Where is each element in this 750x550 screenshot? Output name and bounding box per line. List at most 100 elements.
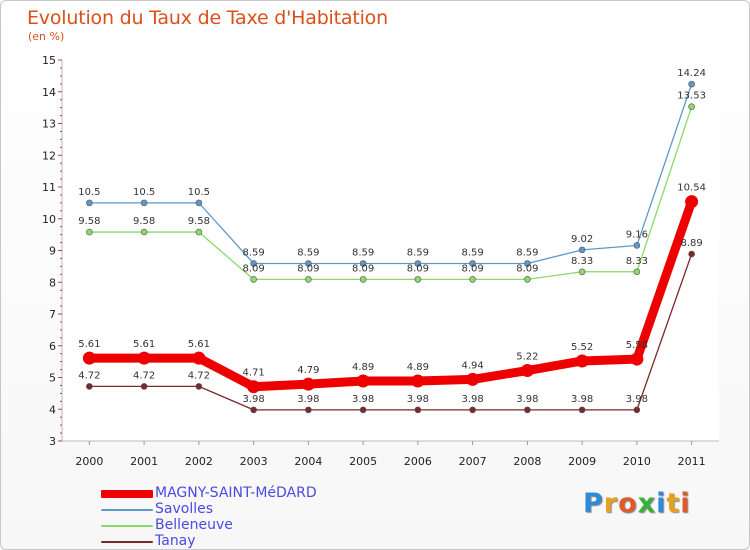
logo-letter: o	[618, 488, 638, 519]
data-label: 3.98	[297, 394, 319, 405]
data-label: 13.53	[677, 91, 706, 102]
data-label: 10.54	[677, 183, 706, 194]
data-label: 8.59	[407, 248, 429, 259]
data-label: 5.61	[78, 339, 100, 350]
y-tick-label: 8	[49, 276, 56, 289]
series-point-3	[578, 406, 586, 414]
data-label: 3.98	[407, 394, 429, 405]
logo-letter: P	[583, 488, 604, 519]
data-label: 5.52	[571, 342, 593, 353]
logo-letter: i	[656, 488, 667, 519]
series-point-1	[524, 260, 531, 267]
series-point-0	[630, 352, 644, 366]
series-point-1	[140, 199, 148, 207]
series-point-2	[195, 228, 203, 236]
series-point-3	[140, 383, 148, 390]
x-tick-label: 2005	[349, 455, 377, 468]
series-point-1	[359, 260, 367, 267]
data-label: 3.98	[461, 394, 483, 405]
series-point-3	[414, 406, 422, 414]
data-label: 9.58	[78, 216, 100, 227]
data-label: 8.09	[407, 263, 429, 274]
series-point-2	[578, 268, 586, 276]
series-line-3	[88, 253, 693, 411]
y-tick-label: 7	[49, 308, 56, 321]
legend-swatch	[101, 541, 153, 543]
y-tick-label: 9	[49, 245, 56, 258]
data-label: 3.98	[626, 394, 648, 405]
series-line-0	[84, 197, 697, 392]
data-label: 8.33	[626, 256, 648, 267]
y-tick-label: 10	[42, 213, 56, 226]
data-label: 4.71	[242, 368, 264, 379]
series-point-1	[414, 260, 422, 267]
series-point-1	[633, 242, 641, 249]
legend-label: MAGNY-SAINT-MéDARD	[155, 485, 317, 501]
data-label: 14.24	[677, 68, 706, 79]
series-point-2	[469, 276, 476, 283]
data-label: 9.16	[626, 229, 648, 240]
legend-swatch	[101, 525, 153, 527]
series-point-0	[520, 364, 534, 378]
series-point-0	[575, 354, 589, 368]
series-point-2	[140, 228, 148, 236]
x-tick-label: 2011	[678, 455, 706, 468]
series-point-2	[524, 276, 531, 283]
data-label: 8.09	[516, 263, 538, 274]
data-label: 5.22	[516, 352, 538, 363]
data-label: 4.89	[352, 362, 374, 373]
data-label: 8.59	[242, 248, 264, 259]
series-point-1	[688, 80, 695, 88]
series-point-0	[192, 351, 206, 365]
series-point-3	[305, 406, 312, 414]
series-point-3	[688, 250, 695, 258]
data-label: 4.89	[407, 362, 429, 373]
y-tick-label: 4	[49, 403, 56, 416]
x-tick-label: 2002	[185, 455, 213, 468]
data-label: 9.02	[571, 234, 593, 245]
data-label: 10.5	[188, 187, 210, 198]
x-tick-label: 2008	[513, 455, 541, 468]
series-point-0	[301, 377, 315, 391]
series-point-3	[195, 383, 203, 390]
line-chart: 3 4 5 6 7 8 9 10 11 12 13 14 15 2000 2001 2002 2003 2004 2…	[42, 54, 719, 468]
logo-letter: x	[637, 488, 657, 519]
y-tick-label: 11	[42, 181, 56, 194]
data-label: 4.79	[297, 365, 319, 376]
data-label: 3.98	[516, 394, 538, 405]
data-label: 8.09	[242, 263, 264, 274]
series-point-0	[137, 351, 151, 365]
y-tick-label: 5	[49, 372, 56, 385]
series-point-1	[250, 260, 257, 267]
chart-unit: (en %)	[28, 30, 65, 43]
series-point-2	[359, 276, 367, 283]
series-point-1	[195, 199, 203, 207]
series-point-3	[359, 406, 367, 414]
data-label: 5.61	[133, 339, 155, 350]
series-point-0	[356, 374, 370, 388]
data-label: 8.59	[516, 248, 538, 259]
data-label: 8.59	[461, 248, 483, 259]
series-point-3	[469, 406, 476, 414]
x-tick-label: 2001	[130, 455, 158, 468]
proxiti-logo: Proxiti	[583, 488, 691, 519]
x-tick-label: 2003	[240, 455, 268, 468]
y-tick-label: 13	[42, 118, 56, 131]
x-tick-label: 2009	[568, 455, 596, 468]
x-tick-label: 2000	[75, 455, 103, 468]
series-point-3	[524, 406, 531, 414]
legend-label: Tanay	[155, 533, 196, 549]
series-point-2	[633, 268, 641, 276]
x-tick-label: 2010	[623, 455, 651, 468]
series-point-1	[469, 260, 476, 267]
data-label: 10.5	[78, 187, 100, 198]
series-line-1	[88, 83, 693, 265]
data-label: 8.33	[571, 256, 593, 267]
data-label: 8.09	[297, 263, 319, 274]
data-label: 4.72	[133, 370, 155, 381]
series-line-2	[88, 106, 693, 281]
data-label: 5.61	[188, 339, 210, 350]
legend-swatch	[101, 509, 153, 511]
series-point-2	[305, 276, 312, 283]
